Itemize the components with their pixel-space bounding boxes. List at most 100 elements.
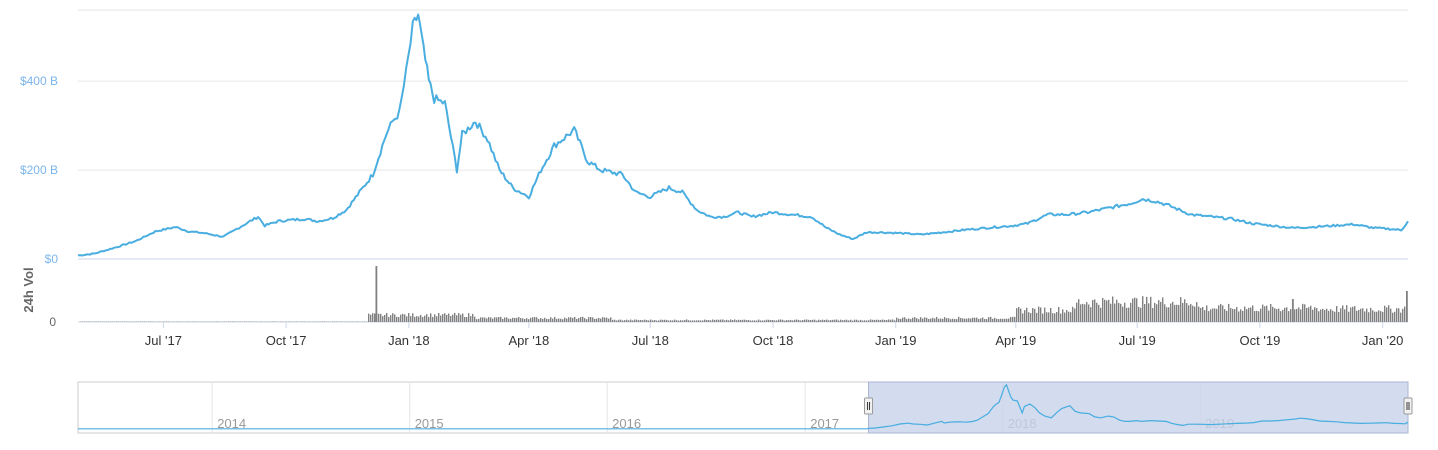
navigator-handle-left[interactable] bbox=[864, 397, 874, 415]
volume-bar bbox=[784, 320, 786, 322]
volume-bar bbox=[734, 319, 736, 322]
volume-bar bbox=[696, 320, 698, 322]
volume-bar bbox=[786, 320, 788, 322]
navigator-selection[interactable] bbox=[868, 381, 1409, 434]
volume-bar bbox=[442, 314, 444, 322]
volume-bar bbox=[1134, 297, 1136, 322]
volume-bar bbox=[1346, 305, 1348, 322]
volume-bar bbox=[1398, 308, 1400, 322]
volume-bar bbox=[1150, 296, 1152, 322]
volume-bar bbox=[1384, 305, 1386, 322]
volume-bar bbox=[996, 318, 998, 322]
x-tick-label: Oct '18 bbox=[753, 333, 794, 348]
volume-bars[interactable] bbox=[78, 266, 1408, 323]
volume-bar bbox=[1268, 310, 1270, 322]
volume-bar bbox=[896, 317, 898, 322]
volume-bar bbox=[380, 313, 382, 322]
volume-bar bbox=[756, 320, 758, 322]
volume-bar bbox=[1130, 302, 1132, 322]
handle-body[interactable] bbox=[864, 397, 874, 415]
volume-bar bbox=[1152, 307, 1154, 322]
volume-bar bbox=[486, 318, 488, 322]
volume-bar bbox=[622, 320, 624, 322]
navigator[interactable]: 201420152016201720182019 bbox=[77, 381, 1413, 434]
volume-bar bbox=[1318, 311, 1320, 322]
volume-bar bbox=[712, 319, 714, 322]
volume-bar bbox=[878, 319, 880, 322]
volume-bar bbox=[528, 319, 530, 322]
volume-bar bbox=[592, 317, 594, 322]
volume-bar bbox=[1062, 309, 1064, 322]
volume-bar bbox=[716, 319, 718, 322]
volume-bar bbox=[628, 320, 630, 322]
volume-bar bbox=[608, 318, 610, 322]
volume-bar bbox=[588, 317, 590, 322]
volume-bar bbox=[620, 319, 622, 322]
volume-bar bbox=[818, 319, 820, 322]
volume-bar bbox=[1168, 307, 1170, 322]
volume-bar-spike bbox=[1406, 291, 1408, 322]
volume-bar bbox=[1284, 307, 1286, 322]
volume-bar bbox=[758, 319, 760, 322]
volume-bar bbox=[372, 313, 374, 322]
volume-bar bbox=[448, 313, 450, 322]
volume-bar bbox=[488, 317, 490, 322]
volume-bar bbox=[680, 320, 682, 322]
volume-bar bbox=[1128, 307, 1130, 322]
volume-bar bbox=[1154, 302, 1156, 322]
volume-bar bbox=[836, 319, 838, 322]
volume-bar bbox=[762, 320, 764, 322]
volume-bar bbox=[416, 316, 418, 322]
volume-bar bbox=[1344, 309, 1346, 322]
volume-bar bbox=[754, 320, 756, 322]
market-cap-line[interactable] bbox=[77, 13, 1409, 257]
volume-bar bbox=[936, 317, 938, 322]
volume-bar bbox=[1396, 308, 1398, 322]
volume-bar bbox=[642, 320, 644, 322]
volume-bar bbox=[682, 320, 684, 322]
volume-bar bbox=[692, 320, 694, 322]
volume-bar bbox=[950, 319, 952, 322]
price-series[interactable] bbox=[77, 13, 1409, 257]
volume-bar bbox=[864, 320, 866, 322]
volume-bar bbox=[956, 319, 958, 322]
volume-bar bbox=[742, 319, 744, 322]
volume-bar bbox=[730, 319, 732, 322]
volume-bar bbox=[726, 319, 728, 322]
navigator-handle-right[interactable] bbox=[1403, 397, 1413, 415]
volume-bar bbox=[910, 319, 912, 322]
volume-bar bbox=[874, 319, 876, 322]
volume-bar bbox=[1032, 308, 1034, 322]
volume-bar bbox=[720, 319, 722, 322]
volume-bar bbox=[700, 320, 702, 322]
volume-bar bbox=[862, 320, 864, 322]
volume-bar bbox=[1090, 307, 1092, 322]
volume-bar bbox=[382, 316, 384, 322]
volume-bar bbox=[1360, 308, 1362, 322]
volume-bar bbox=[368, 313, 370, 322]
volume-bar bbox=[1312, 309, 1314, 322]
volume-bar bbox=[972, 317, 974, 322]
volume-bar bbox=[456, 315, 458, 322]
volume-bar bbox=[1228, 303, 1230, 322]
volume-bar bbox=[1066, 310, 1068, 322]
volume-bar bbox=[166, 321, 168, 322]
volume-bar bbox=[654, 320, 656, 322]
volume-bar bbox=[1116, 299, 1118, 322]
volume-bar bbox=[706, 319, 708, 322]
volume-bar bbox=[732, 320, 734, 322]
volume-bar bbox=[470, 316, 472, 322]
volume-bar bbox=[1224, 309, 1226, 322]
volume-bar bbox=[932, 317, 934, 322]
volume-bar-spike bbox=[375, 266, 378, 322]
navigator-year-label: 2015 bbox=[415, 416, 444, 431]
volume-bar bbox=[1086, 302, 1088, 322]
volume-bar bbox=[1366, 308, 1368, 322]
volume-bar bbox=[942, 318, 944, 322]
volume-bar bbox=[774, 320, 776, 322]
volume-bar bbox=[398, 317, 400, 322]
volume-bar bbox=[1338, 311, 1340, 322]
handle-body[interactable] bbox=[1403, 397, 1413, 415]
volume-bar bbox=[1226, 310, 1228, 322]
